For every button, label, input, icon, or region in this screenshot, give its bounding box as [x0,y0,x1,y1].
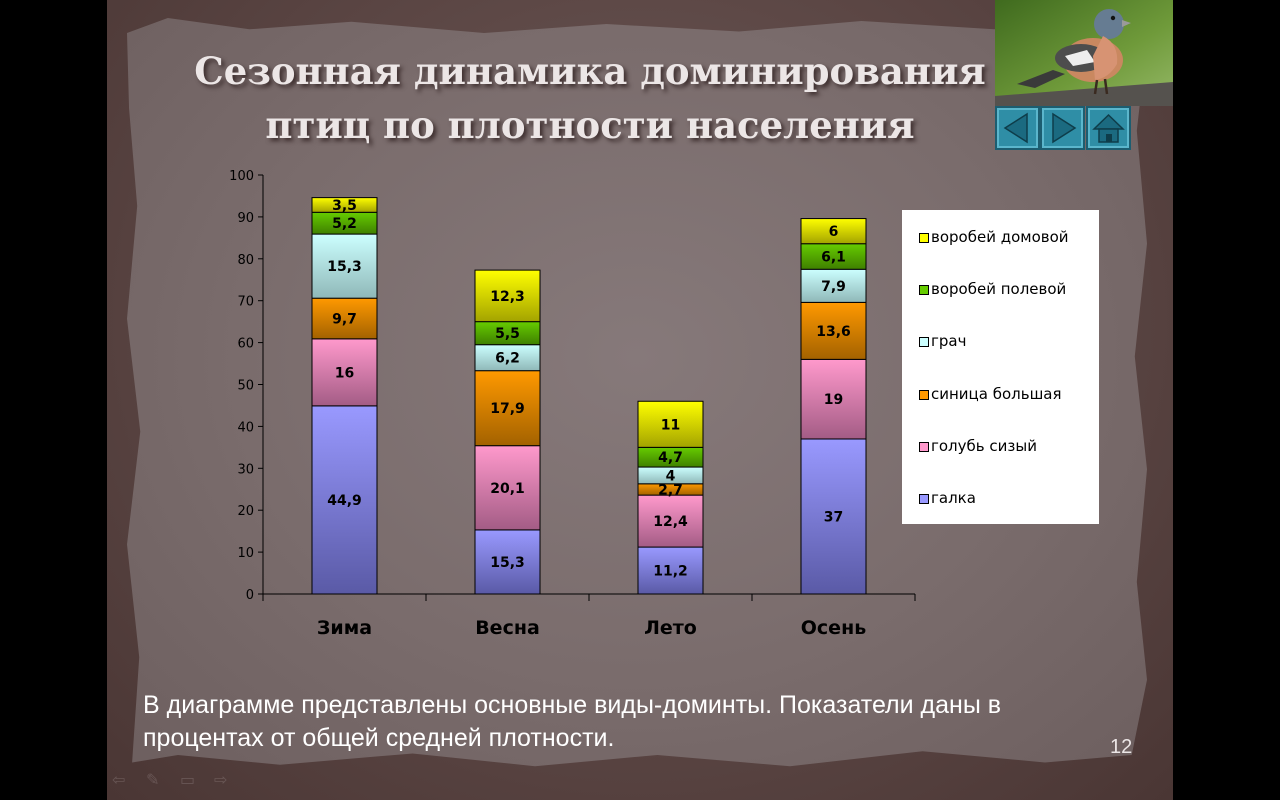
x-category-label: Весна [475,617,540,639]
bar-segment [474,344,541,372]
toolbar-menu-icon[interactable]: ▭ [180,770,196,789]
bar-segment [800,301,867,360]
bar-segment [800,438,867,595]
title-line-1: Сезонная динамика доминирования [194,49,986,93]
y-tick-label: 60 [237,337,254,352]
next-slide-button[interactable] [1040,106,1085,150]
bar-segment [800,218,867,245]
x-category-label: Зима [317,617,372,639]
chart-bars [311,197,867,595]
legend-item: воробей полевой [902,279,1099,299]
bar-segment [637,494,704,548]
slideshow-toolbar: ⇦ ✎ ▭ ⇨ [112,770,242,792]
bar-segment [474,529,541,595]
data-label: 37 [824,509,843,525]
legend-label: синица большая [931,384,1062,403]
toolbar-back-icon[interactable]: ⇦ [112,770,126,789]
data-label: 12,4 [653,514,688,530]
data-label: 19 [824,392,843,408]
home-icon [1092,113,1125,143]
page-title: Сезонная динамика доминирования птиц по … [160,44,1020,152]
data-label: 20,1 [490,481,525,497]
legend-swatch [919,441,929,452]
home-button[interactable] [1086,106,1131,150]
chart-labels: Зима 44,9 16 9,7 15,3 5,2 3,5 Весна 15,3 20,1 17,9… [317,198,866,639]
bar-segment [311,338,378,407]
bar-segment [311,405,378,595]
y-tick-label: 20 [237,504,254,519]
legend-item: галка [902,488,1099,508]
legend-swatch [919,233,929,243]
data-label: 13,6 [816,324,851,340]
data-label: 6,1 [821,249,846,265]
bar-segment [637,546,704,595]
data-label: 6 [829,224,839,240]
data-label: 6,2 [495,351,520,367]
legend-item: грач [902,331,1099,351]
legend-label: галка [931,489,976,507]
legend-swatch [919,389,929,400]
data-label: 16 [335,365,354,381]
x-category-label: Лето [644,617,697,639]
chaffinch-photo [995,0,1173,106]
title-line-2: птиц по плотности населения [265,103,915,147]
legend-label: воробей домовой [931,228,1069,246]
bar-segment [637,400,704,448]
legend-label: воробей полевой [931,280,1067,299]
y-tick-label: 40 [237,420,254,435]
legend-label: голубь сизый [931,436,1037,455]
slide-caption: В диаграмме представлены основные виды-д… [143,689,1103,755]
arrow-left-icon [1003,112,1028,144]
legend-item: воробей домовой [902,227,1099,247]
y-tick-label: 0 [246,588,254,603]
legend-swatch [919,285,929,296]
legend-item: синица большая [902,384,1099,404]
toolbar-forward-icon[interactable]: ⇨ [214,770,228,789]
data-label: 12,3 [490,289,525,305]
y-tick-label: 90 [237,211,254,226]
data-label: 5,2 [332,216,357,232]
data-label: 5,5 [495,326,520,342]
data-label: 2,7 [658,482,683,498]
data-label: 44,9 [327,493,362,509]
legend-swatch [919,494,929,504]
data-label: 11,2 [653,564,688,580]
y-tick-label: 80 [237,253,254,268]
x-category-label: Осень [801,617,866,639]
bar-segment [800,268,867,303]
bar-segment [474,269,541,323]
data-label: 15,3 [327,259,362,275]
bar-segment [311,297,378,340]
y-tick-label: 10 [237,546,254,561]
toolbar-pen-icon[interactable]: ✎ [146,770,160,789]
data-label: 3,5 [332,198,357,214]
prev-slide-button[interactable] [995,106,1040,150]
data-label: 17,9 [490,401,525,417]
caption-line-1: В диаграмме представлены основные виды-д… [143,691,1002,719]
data-label: 4 [666,468,676,484]
y-tick-label: 30 [237,462,254,477]
data-label: 4,7 [658,450,683,466]
data-label: 7,9 [821,279,846,295]
arrow-right-icon [1052,112,1077,144]
caption-line-2: процентах от общей средней плотности. [143,724,615,752]
legend-item: голубь сизый [902,436,1099,456]
page-number: 12 [1110,736,1133,758]
legend-swatch [919,337,929,348]
chart-legend: воробей домовой воробей полевой грач синица… [902,210,1099,524]
data-label: 9,7 [332,312,357,328]
legend-label: грач [931,332,967,351]
data-label: 11 [661,417,680,433]
y-tick-label: 100 [229,169,254,184]
y-tick-label: 50 [237,379,254,394]
bar-segment [311,197,378,213]
y-tick-label: 70 [237,295,254,310]
data-label: 15,3 [490,555,525,571]
